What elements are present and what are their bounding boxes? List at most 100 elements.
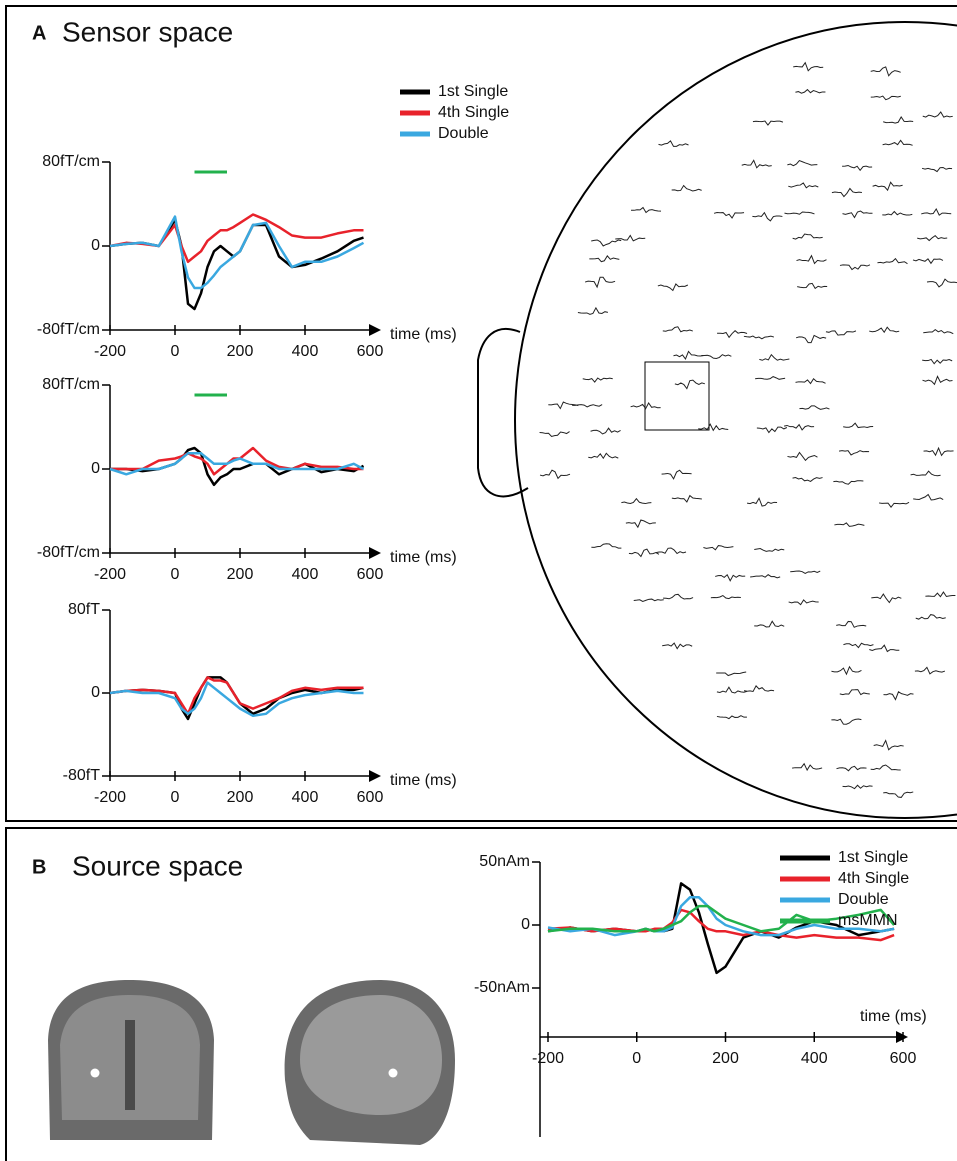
- sensor-trace: [826, 331, 856, 335]
- figure: A Sensor space B Source space -200 0 200 40…: [0, 0, 957, 1161]
- x-tick-label: 400: [801, 1050, 828, 1067]
- sensor-trace: [831, 719, 861, 724]
- sensor-trace: [871, 67, 901, 76]
- sensor-trace: [871, 765, 901, 770]
- sensor-trace: [911, 471, 941, 476]
- sensor-trace: [842, 165, 872, 170]
- sensor-trace: [787, 452, 817, 460]
- sensor-trace: [631, 208, 661, 213]
- y-tick-label: -80fT: [63, 767, 101, 784]
- sensor-trace: [796, 379, 826, 384]
- sensor-trace: [796, 335, 826, 342]
- x-tick-label: 400: [292, 343, 319, 360]
- legend-label: msMMN: [838, 912, 898, 929]
- sensor-trace: [792, 764, 822, 770]
- sensor-trace: [793, 234, 823, 239]
- sensor-trace: [672, 186, 702, 191]
- sensor-trace: [672, 496, 702, 502]
- brain-images: [48, 980, 455, 1145]
- x-tick-label: 600: [357, 343, 384, 360]
- x-tick-label: -200: [94, 566, 126, 583]
- sensor-trace: [927, 279, 957, 287]
- legend-label: 1st Single: [838, 849, 908, 866]
- sensor-trace: [662, 643, 692, 649]
- sensor-trace: [843, 643, 873, 647]
- sensor-trace: [913, 259, 943, 263]
- sensor-trace: [753, 121, 783, 125]
- sensor-trace: [922, 167, 952, 171]
- sensor-trace: [626, 520, 656, 527]
- sensor-trace: [631, 403, 661, 409]
- panel-label: A: [32, 22, 46, 44]
- sensor-trace: [663, 594, 693, 599]
- sensor-trace: [673, 351, 703, 359]
- sensor-trace: [589, 256, 619, 262]
- sensor-trace: [744, 686, 774, 692]
- sensor-trace: [663, 327, 693, 332]
- x-tick-label: 400: [292, 566, 319, 583]
- panel-label: B: [32, 856, 46, 878]
- sensor-trace: [923, 376, 953, 384]
- sensor-trace: [714, 212, 744, 217]
- sensor-trace: [656, 548, 686, 554]
- x-tick-label: 0: [171, 566, 180, 583]
- series-line: [110, 217, 364, 288]
- sensor-trace: [784, 212, 814, 214]
- sensor-trace: [698, 424, 728, 430]
- sensor-trace: [583, 378, 613, 382]
- sensor-trace: [840, 690, 870, 695]
- sensor-trace: [869, 645, 899, 651]
- x-tick-label: 600: [890, 1050, 917, 1067]
- x-tick-label: 0: [171, 343, 180, 360]
- y-tick-label: 0: [91, 237, 100, 254]
- sensor-trace: [797, 283, 827, 288]
- sensor-trace: [588, 453, 618, 458]
- sensor-trace: [879, 502, 909, 507]
- sensor-trace: [916, 615, 946, 620]
- sensor-trace: [585, 277, 615, 287]
- x-tick-label: 0: [632, 1050, 641, 1067]
- sensor-trace: [788, 183, 818, 188]
- sensor-trace: [871, 594, 901, 602]
- sensor-trace: [715, 575, 745, 581]
- legend-label: Double: [438, 125, 489, 142]
- sensor-trace: [883, 117, 913, 123]
- sensor-trace: [717, 716, 747, 719]
- sensor-trace: [540, 432, 570, 437]
- y-tick-label: -80fT/cm: [37, 321, 100, 338]
- sensor-trace: [795, 90, 825, 94]
- legend-label: 4th Single: [438, 104, 509, 121]
- sensor-trace: [711, 596, 741, 599]
- sensor-trace: [659, 141, 689, 147]
- sensor-trace: [913, 495, 943, 500]
- sensor-trace: [789, 600, 819, 605]
- sensor-trace: [572, 405, 602, 407]
- y-tick-label: 50nAm: [479, 853, 530, 870]
- legend-label: 4th Single: [838, 870, 909, 887]
- x-tick-label: 200: [227, 789, 254, 806]
- sensor-trace: [921, 209, 951, 215]
- sensor-trace: [836, 621, 866, 627]
- y-tick-label: 80fT/cm: [42, 376, 100, 393]
- sensor-trace: [840, 265, 870, 270]
- sensor-trace: [752, 213, 782, 221]
- x-tick-label: -200: [94, 343, 126, 360]
- series-line: [110, 220, 364, 309]
- sensor-layout: [478, 22, 957, 818]
- sensor-trace: [871, 96, 901, 100]
- x-tick-label: 0: [171, 789, 180, 806]
- sensor-trace: [675, 380, 705, 389]
- sensor-trace: [796, 256, 826, 264]
- x-tick-label: 600: [357, 789, 384, 806]
- sensor-trace: [754, 621, 784, 627]
- sensor-trace: [924, 448, 954, 455]
- sensor-trace: [925, 592, 955, 597]
- sensor-trace: [922, 359, 952, 363]
- y-tick-label: 0: [91, 684, 100, 701]
- sensor-trace: [591, 544, 621, 548]
- panel-title: Sensor space: [62, 16, 233, 47]
- panel-title: Source space: [72, 850, 243, 881]
- sensor-trace: [843, 423, 873, 427]
- sensor-trace: [787, 161, 817, 166]
- y-tick-label: 80fT: [68, 601, 100, 618]
